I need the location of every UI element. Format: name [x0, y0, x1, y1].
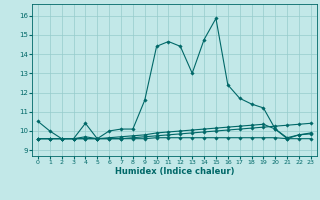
X-axis label: Humidex (Indice chaleur): Humidex (Indice chaleur) — [115, 167, 234, 176]
